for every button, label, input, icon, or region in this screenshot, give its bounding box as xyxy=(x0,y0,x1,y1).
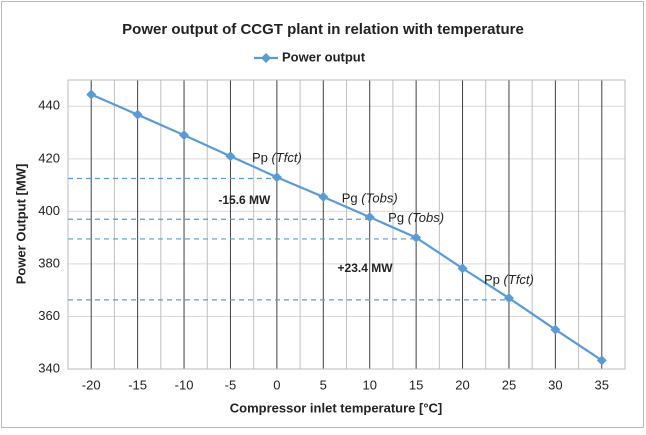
x-tick-label: -15 xyxy=(128,377,147,392)
data-point xyxy=(179,130,190,141)
annotation: Pg (Tobs) xyxy=(388,211,444,226)
annotation-text: +23.4 MW xyxy=(338,261,394,275)
data-point xyxy=(271,172,282,183)
annotation-text: Pg xyxy=(342,191,358,206)
annotation-italic: (Tfct) xyxy=(271,150,301,165)
annotation: Pp (Tfct) xyxy=(252,150,302,165)
y-axis-label: Power Output [MW] xyxy=(13,164,28,285)
series-line xyxy=(90,93,603,362)
annotation-text: Pp xyxy=(484,272,500,287)
legend-marker xyxy=(261,53,271,63)
annotation: -15.6 MW xyxy=(218,193,271,207)
annotation: Pg (Tobs) xyxy=(342,191,398,206)
legend-label: Power output xyxy=(282,49,366,64)
chart-border xyxy=(1,1,644,428)
x-tick-label: -10 xyxy=(175,377,194,392)
annotation: Pp (Tfct) xyxy=(484,272,534,287)
annotation-text: Pg xyxy=(388,211,404,226)
data-point xyxy=(364,212,375,223)
x-tick-label: 25 xyxy=(502,377,516,392)
x-axis-label: Compressor inlet temperature [°C] xyxy=(230,400,443,415)
chart-title: Power output of CCGT plant in relation w… xyxy=(122,21,524,38)
x-tick-label: 10 xyxy=(362,377,376,392)
data-point xyxy=(132,109,143,120)
x-tick-label: -5 xyxy=(225,377,237,392)
annotation-text: Pp xyxy=(252,150,268,165)
x-tick-label: 35 xyxy=(595,377,609,392)
data-point xyxy=(411,232,422,243)
y-tick-label: 380 xyxy=(38,255,60,270)
plot-border xyxy=(67,79,626,370)
data-point xyxy=(457,263,468,274)
y-tick-label: 360 xyxy=(38,308,60,323)
x-tick-label: 5 xyxy=(320,377,327,392)
y-tick-label: 440 xyxy=(38,98,60,113)
x-tick-label: 0 xyxy=(273,377,280,392)
y-tick-label: 420 xyxy=(38,150,60,165)
annotation-italic: (Tfct) xyxy=(504,272,534,287)
data-point xyxy=(225,151,236,162)
x-tick-label: 15 xyxy=(409,377,423,392)
data-point xyxy=(503,293,514,304)
annotation-italic: (Tobs) xyxy=(361,191,397,206)
data-point xyxy=(550,324,561,335)
data-point xyxy=(596,355,607,366)
y-tick-label: 400 xyxy=(38,203,60,218)
y-tick-label: 340 xyxy=(38,360,60,375)
annotation-text: -15.6 MW xyxy=(218,193,271,207)
annotation: +23.4 MW xyxy=(338,261,394,275)
data-point xyxy=(86,89,97,100)
x-tick-label: 20 xyxy=(455,377,469,392)
x-tick-label: 30 xyxy=(548,377,562,392)
data-point xyxy=(318,191,329,202)
x-tick-label: -20 xyxy=(82,377,101,392)
annotation-italic: (Tobs) xyxy=(408,211,444,226)
